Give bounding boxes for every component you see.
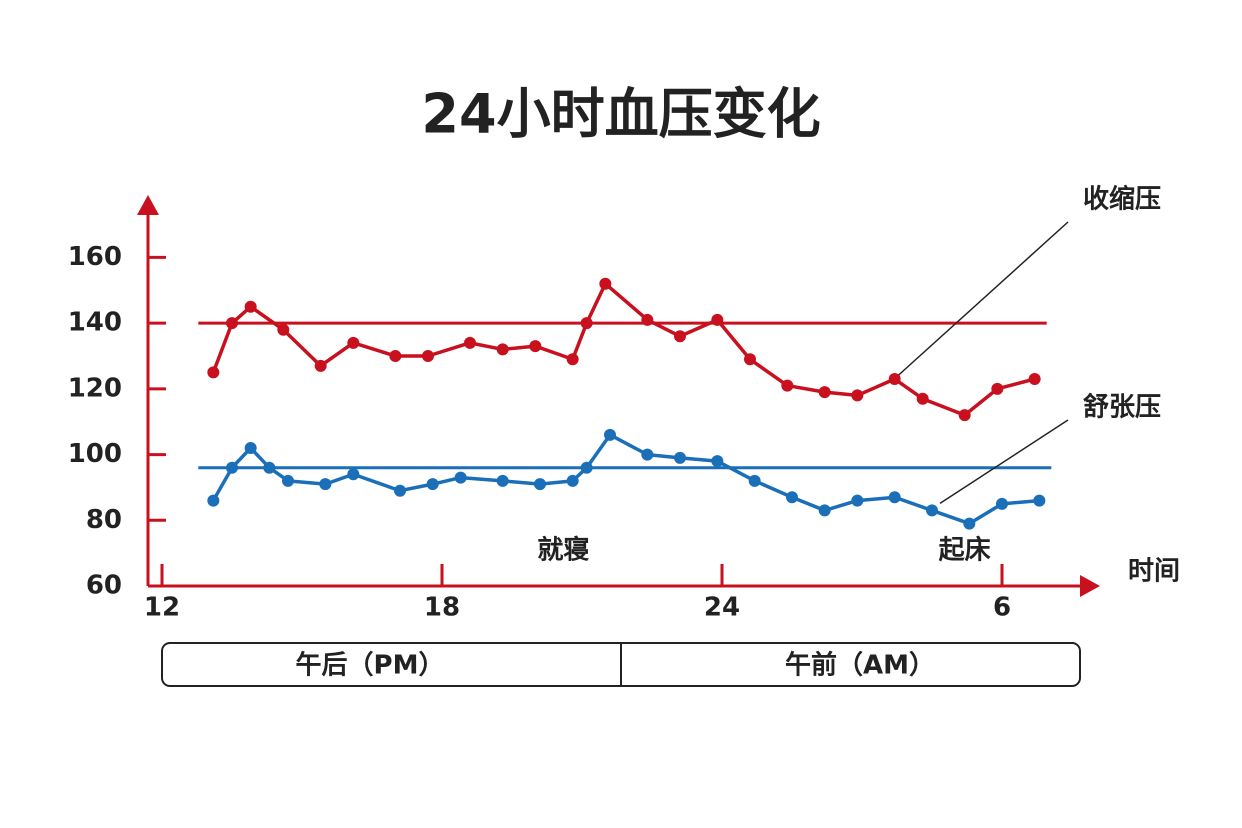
data-point — [851, 494, 864, 507]
data-point — [226, 461, 238, 474]
data-point — [641, 313, 654, 326]
y-tick-label: 120 — [68, 373, 122, 403]
data-point — [916, 392, 929, 405]
y-tick-label: 160 — [68, 242, 122, 272]
period-label: 午后（PM） — [296, 650, 445, 681]
data-point — [496, 343, 509, 356]
leader-line — [898, 221, 1069, 376]
x-tick-label: 18 — [424, 593, 460, 623]
data-point — [422, 350, 434, 362]
x-tick-label: 12 — [144, 593, 180, 623]
data-point — [226, 317, 238, 330]
y-axis-arrow — [137, 195, 159, 215]
data-point — [1028, 373, 1041, 385]
x-axis-label: 时间 — [1128, 557, 1180, 587]
data-point — [534, 478, 546, 491]
legend-label: 舒张压 — [1083, 392, 1161, 423]
y-tick-label: 60 — [86, 571, 122, 601]
data-point — [426, 478, 439, 491]
data-point — [529, 340, 542, 353]
data-point — [314, 359, 327, 372]
data-point — [263, 461, 276, 474]
data-point — [641, 448, 654, 461]
data-point — [888, 491, 901, 504]
data-point — [277, 323, 290, 336]
y-tick-label: 140 — [68, 308, 122, 338]
data-point — [991, 382, 1004, 395]
data-point — [711, 455, 724, 468]
data-point — [282, 474, 294, 487]
series-line — [211, 433, 1040, 526]
data-point — [711, 313, 724, 326]
data-point — [389, 350, 402, 362]
data-point — [580, 317, 593, 330]
annotation: 起床 — [939, 535, 991, 566]
data-point — [958, 409, 971, 422]
y-tick-label: 80 — [86, 505, 122, 535]
data-point — [566, 474, 579, 487]
data-point — [496, 474, 509, 487]
chart-title: 24小时血压变化 — [421, 83, 820, 146]
data-point — [781, 379, 794, 392]
legend-label: 收缩压 — [1083, 184, 1161, 215]
y-tick-label: 100 — [68, 439, 122, 469]
data-point — [786, 491, 798, 504]
data-point — [818, 386, 831, 399]
data-point — [851, 389, 864, 402]
data-point — [674, 330, 686, 343]
data-point — [996, 497, 1008, 510]
annotation: 就寝 — [537, 535, 589, 566]
data-point — [818, 504, 831, 517]
data-point — [566, 353, 579, 366]
data-point — [454, 471, 467, 484]
data-point — [244, 300, 257, 313]
data-point — [748, 474, 761, 487]
series-line — [211, 281, 1036, 417]
data-point — [347, 336, 360, 349]
data-point — [207, 366, 220, 379]
data-point — [744, 353, 756, 366]
x-tick-label: 24 — [704, 593, 740, 623]
data-point — [963, 517, 976, 530]
data-point — [207, 494, 220, 507]
x-axis-arrow — [1080, 575, 1100, 597]
data-point — [244, 442, 257, 454]
data-point — [888, 373, 901, 385]
data-point — [464, 336, 476, 349]
data-point — [1033, 494, 1046, 507]
period-label: 午前（AM） — [785, 650, 935, 681]
data-point — [394, 484, 406, 497]
data-point — [347, 468, 360, 481]
data-point — [580, 461, 593, 474]
leader-line — [939, 419, 1069, 505]
data-point — [604, 428, 616, 441]
data-point — [926, 504, 938, 517]
data-point — [319, 478, 332, 491]
data-point — [674, 451, 686, 464]
x-tick-label: 6 — [993, 593, 1011, 623]
data-point — [599, 277, 612, 290]
